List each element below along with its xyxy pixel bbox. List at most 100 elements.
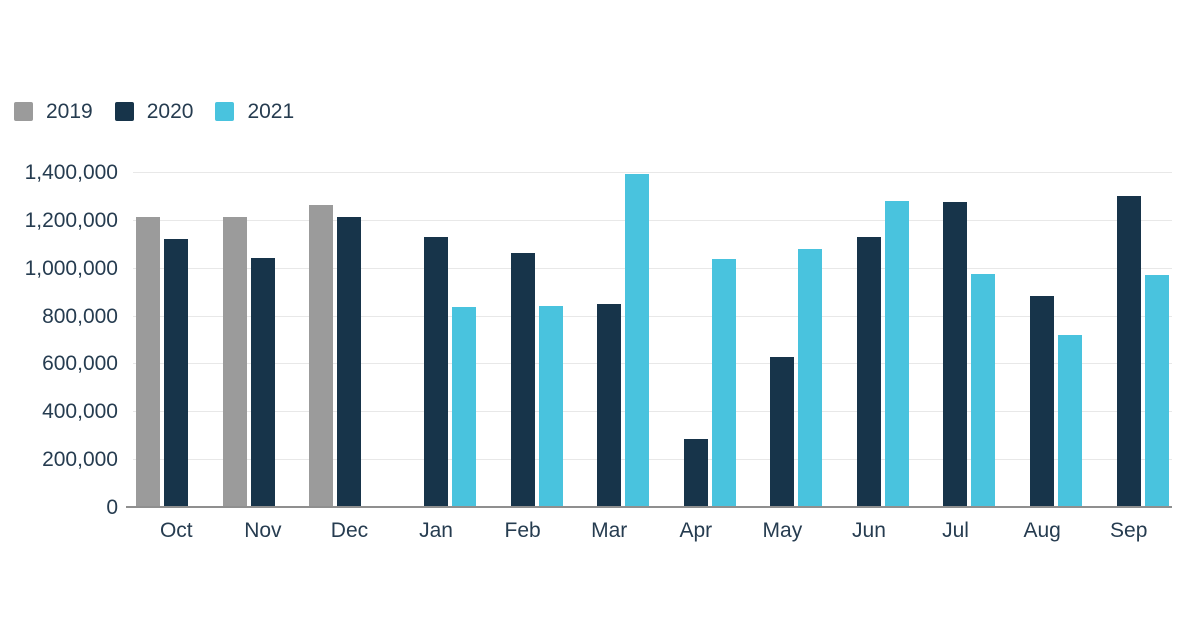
bar-2021-jul xyxy=(971,274,996,507)
legend-item-2019[interactable]: 2019 xyxy=(14,101,93,122)
bar-slot-2021-feb xyxy=(538,172,563,507)
bar-2020-jul xyxy=(943,202,968,507)
bar-slot-2019-feb xyxy=(483,172,507,507)
bar-group-jun xyxy=(826,172,913,507)
bar-2020-jun xyxy=(856,237,881,507)
legend: 2019 2020 2021 xyxy=(14,101,294,122)
gridline xyxy=(133,219,1172,221)
y-tick-label: 800,000 xyxy=(42,304,118,328)
bar-slot-2021-jun xyxy=(884,172,909,507)
x-tick-label-aug: Aug xyxy=(1023,519,1061,542)
legend-swatch-2020 xyxy=(114,102,134,121)
legend-label-2020: 2020 xyxy=(146,100,194,123)
bar-slot-2019-jul xyxy=(915,172,939,507)
bar-group-sep xyxy=(1085,172,1172,507)
bar-slot-2020-jun xyxy=(856,172,881,507)
bar-slot-2021-jul xyxy=(971,172,996,507)
legend-swatch-2019 xyxy=(14,102,33,121)
bar-2020-sep xyxy=(1116,196,1141,507)
x-tick-label-feb: Feb xyxy=(504,519,541,542)
y-tick-label: 200,000 xyxy=(42,448,118,472)
bar-slot-2021-may xyxy=(798,172,823,507)
bar-2021-apr xyxy=(711,259,736,507)
bar-2021-mar xyxy=(625,174,650,507)
y-tick-label: 400,000 xyxy=(42,400,118,424)
bar-slot-2020-oct xyxy=(164,172,189,507)
bar-2021-sep xyxy=(1144,275,1169,507)
bar-slot-2020-may xyxy=(770,172,795,507)
legend-label-2021: 2021 xyxy=(247,100,295,123)
plot-area xyxy=(126,172,1172,508)
x-tick-label-sep: Sep xyxy=(1110,519,1148,542)
bar-slot-2020-mar xyxy=(597,172,622,507)
gridline xyxy=(133,411,1172,413)
legend-item-2021[interactable]: 2021 xyxy=(215,101,294,122)
bar-2021-feb xyxy=(538,306,563,507)
bar-slot-2021-apr xyxy=(711,172,736,507)
x-tick-label-nov: Nov xyxy=(244,519,282,542)
y-tick-label: 600,000 xyxy=(42,352,118,376)
bar-2020-aug xyxy=(1030,296,1055,507)
bar-slot-2021-oct xyxy=(192,172,216,507)
bar-slot-2020-jul xyxy=(943,172,968,507)
gridline xyxy=(133,459,1172,461)
y-tick-label: 1,400,000 xyxy=(24,161,118,184)
x-tick-label-jan: Jan xyxy=(419,519,453,542)
bar-slot-2021-mar xyxy=(625,172,650,507)
bar-slot-2021-nov xyxy=(279,172,303,507)
bar-group-apr xyxy=(652,172,739,507)
bar-2021-jun xyxy=(884,201,909,507)
bar-2021-aug xyxy=(1058,335,1083,507)
bar-slot-2021-jan xyxy=(452,172,477,507)
y-tick-label: 1,200,000 xyxy=(24,208,118,232)
gridline xyxy=(133,315,1172,317)
bar-group-feb xyxy=(479,172,566,507)
bars-layer xyxy=(133,172,1172,507)
bar-slot-2019-aug xyxy=(1002,172,1026,507)
legend-swatch-2021 xyxy=(215,102,235,121)
x-tick-label-jun: Jun xyxy=(852,519,886,542)
bar-2020-feb xyxy=(510,253,535,507)
x-axis-line xyxy=(126,506,1172,508)
bar-group-nov xyxy=(220,172,307,507)
bar-group-jan xyxy=(393,172,480,507)
bar-slot-2019-oct xyxy=(136,172,161,507)
bar-2020-mar xyxy=(597,304,622,507)
bar-slot-2020-dec xyxy=(337,172,362,507)
x-tick-label-oct: Oct xyxy=(159,519,193,542)
bar-slot-2019-mar xyxy=(569,172,593,507)
bar-slot-2020-apr xyxy=(683,172,708,507)
bar-2021-may xyxy=(798,249,823,507)
bar-group-dec xyxy=(306,172,393,507)
bar-slot-2021-sep xyxy=(1144,172,1169,507)
x-axis-labels: Oct Nov Dec Jan Feb Mar Apr May Jun Jul Aug Sep xyxy=(133,520,1172,546)
bar-2021-jan xyxy=(452,307,477,507)
bar-slot-2020-sep xyxy=(1116,172,1141,507)
bar-slot-2020-aug xyxy=(1030,172,1055,507)
bar-group-mar xyxy=(566,172,653,507)
bar-2020-nov xyxy=(250,258,275,507)
bar-group-jul xyxy=(912,172,999,507)
bar-group-oct xyxy=(133,172,220,507)
bar-2019-dec xyxy=(309,205,334,507)
x-tick-label-jul: Jul xyxy=(942,519,969,542)
y-tick-label: 0 xyxy=(106,496,118,519)
bar-2020-apr xyxy=(683,439,708,507)
bar-group-aug xyxy=(999,172,1086,507)
bar-slot-2019-may xyxy=(742,172,766,507)
y-axis-labels: 1,400,000 1,200,000 1,000,000 800,000 600,00… xyxy=(0,0,118,640)
gridline xyxy=(133,267,1172,269)
bar-2019-oct xyxy=(136,217,161,507)
bar-slot-2020-feb xyxy=(510,172,535,507)
gridline xyxy=(133,172,1172,173)
bar-slot-2020-jan xyxy=(424,172,449,507)
bar-group-may xyxy=(739,172,826,507)
legend-item-2020[interactable]: 2020 xyxy=(114,100,194,123)
bar-2020-may xyxy=(770,357,795,507)
x-tick-label-may: May xyxy=(762,519,803,542)
bar-slot-2019-apr xyxy=(656,172,680,507)
x-tick-label-mar: Mar xyxy=(591,519,628,542)
bar-slot-2020-nov xyxy=(250,172,275,507)
bar-slot-2019-jan xyxy=(396,172,420,507)
